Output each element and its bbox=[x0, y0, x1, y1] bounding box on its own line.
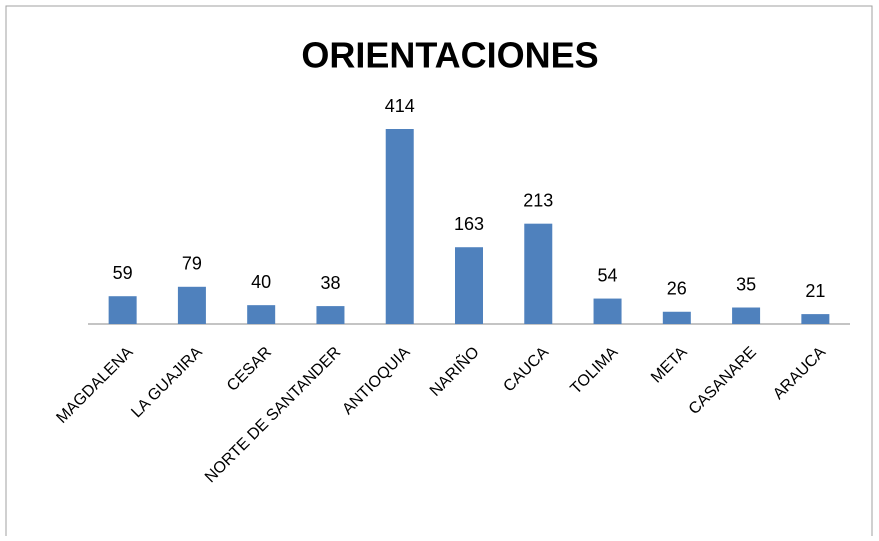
bar bbox=[801, 314, 830, 324]
data-label: 21 bbox=[805, 281, 825, 301]
chart-border bbox=[5, 5, 873, 541]
bar bbox=[177, 286, 206, 324]
data-label: 59 bbox=[113, 263, 133, 283]
bar bbox=[455, 247, 483, 324]
data-label: 213 bbox=[523, 190, 553, 210]
bar bbox=[732, 307, 761, 324]
bar bbox=[247, 305, 276, 324]
bar bbox=[108, 296, 137, 324]
data-label: 54 bbox=[598, 265, 618, 285]
bar bbox=[385, 129, 414, 324]
bar bbox=[662, 311, 691, 324]
data-label: 163 bbox=[454, 214, 484, 234]
data-label: 38 bbox=[320, 273, 340, 293]
data-label: 26 bbox=[667, 279, 687, 299]
data-label: 40 bbox=[251, 272, 271, 292]
chart-title: ORIENTACIONES bbox=[301, 35, 598, 76]
data-label: 414 bbox=[385, 96, 415, 116]
data-label: 35 bbox=[736, 274, 756, 294]
bar bbox=[316, 306, 345, 324]
bar bbox=[524, 223, 553, 324]
data-label: 79 bbox=[182, 254, 202, 274]
bar bbox=[593, 298, 622, 324]
